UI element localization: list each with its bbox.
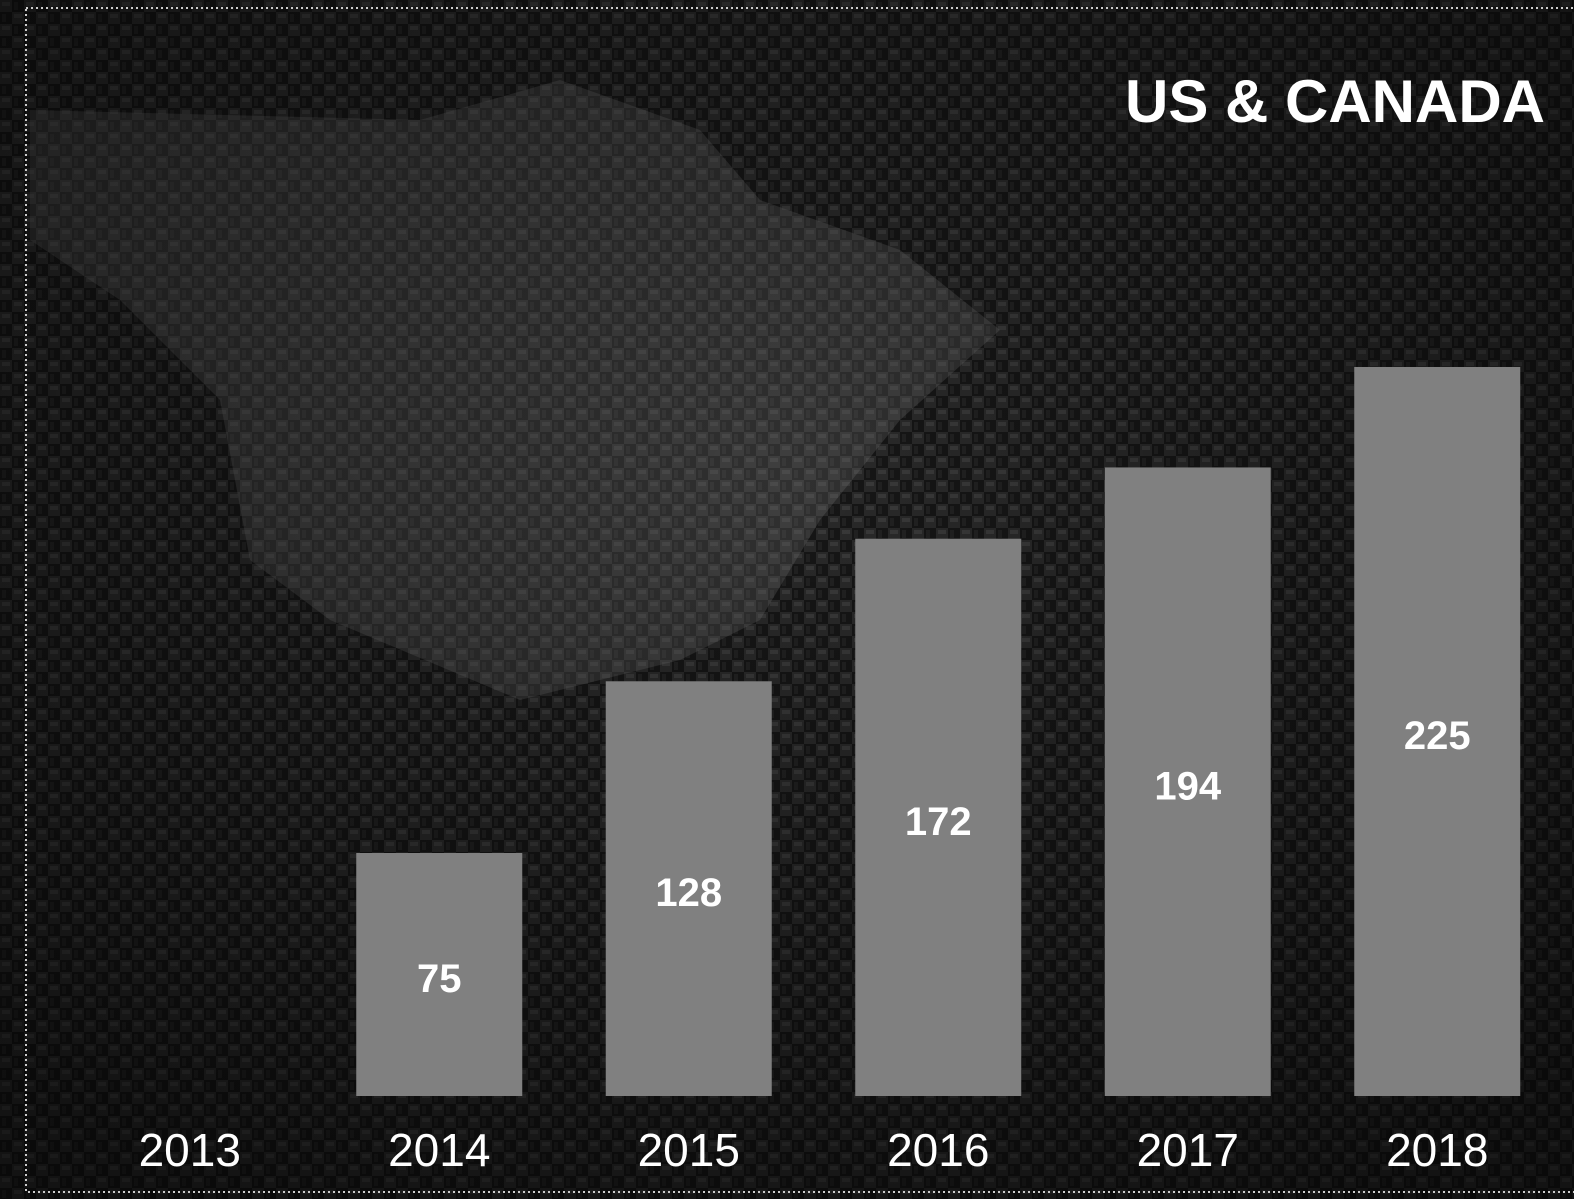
x-tick-label: 2018 (1386, 1124, 1488, 1176)
data-label: 194 (1154, 764, 1221, 808)
x-tick-label: 2013 (139, 1124, 241, 1176)
data-label: 128 (655, 871, 722, 915)
bar (356, 853, 523, 1096)
bar (605, 681, 772, 1096)
chart-title: US & CANADA (1125, 68, 1545, 135)
bar (855, 538, 1022, 1096)
data-label: 225 (1404, 714, 1471, 758)
data-label: 172 (905, 800, 972, 844)
x-tick-label: 2015 (638, 1124, 740, 1176)
frame (25, 7, 1574, 1193)
x-tick-label: 2016 (887, 1124, 989, 1176)
bar (1354, 367, 1521, 1096)
x-tick-label: 2014 (388, 1124, 490, 1176)
data-label: 75 (417, 957, 462, 1001)
bar (1104, 467, 1271, 1096)
x-tick-label: 2017 (1137, 1124, 1239, 1176)
